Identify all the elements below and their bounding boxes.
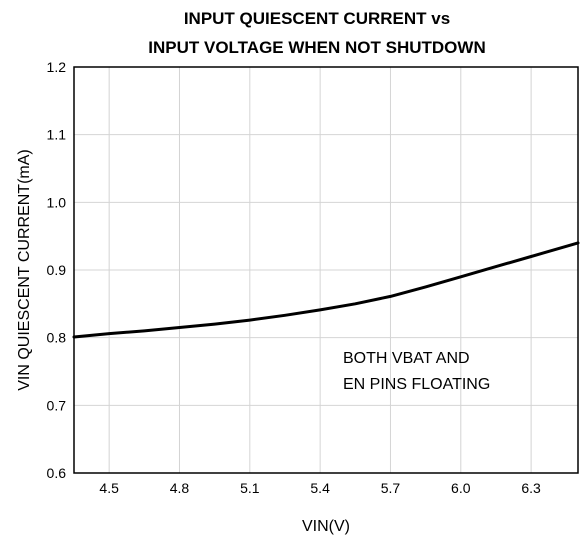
annotation-line-1: BOTH VBAT AND <box>343 350 470 367</box>
y-tick-label: 1.0 <box>47 194 67 210</box>
x-tick-label: 5.1 <box>240 480 260 496</box>
x-tick-label: 5.7 <box>381 480 401 496</box>
x-tick-label: 5.4 <box>310 480 330 496</box>
y-tick-label: 0.9 <box>47 262 67 278</box>
y-tick-label: 0.8 <box>47 330 67 346</box>
chart-title-line-1: INPUT QUIESCENT CURRENT vs <box>184 9 450 28</box>
plot-frame <box>73 66 579 474</box>
x-tick-label: 4.5 <box>99 480 119 496</box>
annotation-line-2: EN PINS FLOATING <box>343 376 490 393</box>
y-tick-label: 0.7 <box>47 397 67 413</box>
x-axis-label: VIN(V) <box>302 518 350 535</box>
x-tick-label: 6.3 <box>521 480 541 496</box>
y-tick-label: 1.2 <box>47 59 67 75</box>
y-tick-label: 1.1 <box>47 127 67 143</box>
series-layer <box>72 241 580 339</box>
y-axis-label: VIN QUIESCENT CURRENT(mA) <box>16 149 33 391</box>
series-line <box>72 241 580 339</box>
chart-title-line-2: INPUT VOLTAGE WHEN NOT SHUTDOWN <box>148 38 485 57</box>
y-tick-label: 0.6 <box>47 465 67 481</box>
grid <box>74 66 578 474</box>
x-tick-label: 4.8 <box>170 480 190 496</box>
x-tick-label: 6.0 <box>451 480 471 496</box>
tick-labels: 4.5 4.8 5.1 5.4 5.7 6.0 6.3 0.6 0.7 0.8 0.9 1.0 1.1 1… <box>47 59 542 496</box>
